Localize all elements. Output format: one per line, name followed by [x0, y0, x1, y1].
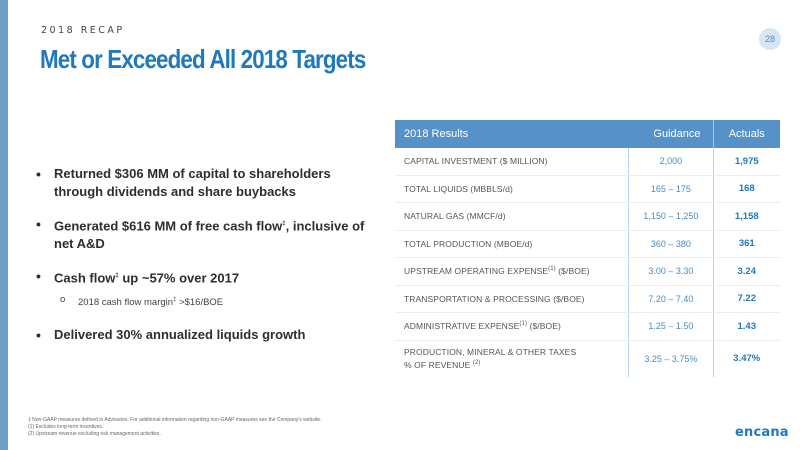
sub-bullet-text: 2018 cash flow margin — [78, 296, 174, 308]
bullet-free-cash-flow: • Generated $616 MM of free cash flow‡, … — [30, 215, 365, 253]
bullet-dot-icon: • — [36, 326, 41, 343]
sub-bullet-text-cont: >$16/BOE — [176, 296, 224, 308]
row-label-line1: PRODUCTION, MINERAL & OTHER TAXES — [404, 346, 577, 357]
table-row: ADMINISTRATIVE EXPENSE(1) ($/BOE) 1.25 –… — [395, 312, 780, 341]
row-label-unit: ($/BOE) — [527, 321, 561, 332]
encana-logo: encana — [735, 425, 789, 440]
row-label: PRODUCTION, MINERAL & OTHER TAXES % OF RE… — [395, 340, 629, 377]
row-actual: 7.22 — [713, 285, 780, 313]
footnote-1: (1) Excludes long-term incentives. — [28, 424, 104, 430]
row-actual: 3.24 — [713, 257, 780, 286]
footnote-marker: (1) — [519, 321, 528, 328]
row-actual: 168 — [713, 175, 780, 203]
page-title: Met or Exceeded All 2018 Targets — [40, 44, 366, 74]
left-accent-bar — [0, 0, 8, 450]
row-guidance: 1,150 – 1,250 — [628, 202, 714, 231]
footnote-2: (2) Upstream revenue excluding risk mana… — [28, 431, 161, 437]
row-guidance: 3.25 – 3.75% — [628, 340, 714, 377]
row-actual: 3.47% — [733, 353, 761, 364]
results-table-container: 2018 Results Guidance Actuals CAPITAL IN… — [395, 120, 780, 377]
highlights-list: • Returned $306 MM of capital to shareho… — [30, 165, 365, 358]
row-guidance: 7.20 – 7.40 — [628, 285, 714, 313]
bullet-dot-icon: • — [36, 268, 41, 285]
row-label-text: UPSTREAM OPERATING EXPENSE — [404, 266, 549, 277]
table-header-row: 2018 Results Guidance Actuals — [395, 120, 780, 148]
row-label: TOTAL LIQUIDS (MBBLS/d) — [395, 175, 629, 203]
bullet-cash-flow: • Cash flow‡ up ~57% over 2017 o 2018 ca… — [30, 267, 365, 311]
row-guidance: 1.25 – 1.50 — [628, 312, 714, 341]
footnote-marker: ‡ — [173, 296, 177, 303]
footnote-marker: (1) — [548, 266, 556, 273]
sub-bullet-cash-flow-margin: o 2018 cash flow margin‡ >$16/BOE — [54, 291, 365, 312]
row-label-text: ADMINISTRATIVE EXPENSE — [404, 321, 520, 332]
bullet-text: Returned $306 MM of capital to sharehold… — [54, 166, 331, 199]
bullet-text: Generated $616 MM of free cash flow — [54, 218, 283, 234]
section-kicker: 2018 RECAP — [41, 25, 125, 36]
footnote-marker: (2) — [472, 359, 481, 366]
row-actual: 1,975 — [713, 148, 780, 176]
bullet-capital-returned: • Returned $306 MM of capital to shareho… — [30, 165, 365, 201]
row-label: TOTAL PRODUCTION (MBOE/d) — [395, 230, 629, 258]
footnote-marker: ‡ — [115, 273, 119, 280]
table-row: NATURAL GAS (MMCF/d) 1,150 – 1,250 1,158 — [395, 202, 780, 231]
row-label-unit: ($/BOE) — [555, 266, 590, 277]
row-actual: 1,158 — [713, 202, 780, 231]
row-label: UPSTREAM OPERATING EXPENSE(1) ($/BOE) — [395, 257, 629, 286]
bullet-text: Delivered 30% annualized liquids growth — [54, 326, 306, 342]
row-label: TRANSPORTATION & PROCESSING ($/BOE) — [395, 285, 629, 313]
row-guidance: 165 – 175 — [628, 175, 714, 203]
row-guidance: 3.00 – 3.30 — [628, 257, 714, 286]
row-guidance: 360 – 380 — [628, 230, 714, 258]
bullet-dot-icon: • — [36, 166, 41, 182]
table-row: UPSTREAM OPERATING EXPENSE(1) ($/BOE) 3.… — [395, 257, 780, 286]
table-row: PRODUCTION, MINERAL & OTHER TAXES % OF RE… — [395, 340, 780, 377]
table-row: CAPITAL INVESTMENT ($ MILLION) 2,000 1,9… — [395, 148, 780, 176]
table-row: TRANSPORTATION & PROCESSING ($/BOE) 7.20… — [395, 285, 780, 313]
bullet-text: Cash flow — [54, 270, 116, 286]
page-number-badge: 28 — [759, 28, 781, 50]
row-actual: 1.43 — [713, 312, 780, 341]
results-table: 2018 Results Guidance Actuals CAPITAL IN… — [395, 120, 780, 377]
column-header-actuals: Actuals — [712, 120, 780, 148]
column-header-results: 2018 Results — [395, 120, 629, 148]
footnotes: ‡ Non-GAAP measures defined in Advisorie… — [28, 417, 388, 438]
table-row: TOTAL PRODUCTION (MBOE/d) 360 – 380 361 — [395, 230, 780, 258]
row-label: ADMINISTRATIVE EXPENSE(1) ($/BOE) — [395, 312, 629, 341]
row-label-line2: % OF REVENUE — [404, 359, 473, 370]
footnote-non-gaap: ‡ Non-GAAP measures defined in Advisorie… — [28, 417, 322, 423]
table-row: TOTAL LIQUIDS (MBBLS/d) 165 – 175 168 — [395, 175, 780, 203]
bullet-text-cont: , inclusive of net A&D — [54, 218, 365, 252]
row-label: CAPITAL INVESTMENT ($ MILLION) — [395, 148, 629, 176]
bullet-liquids-growth: • Delivered 30% annualized liquids growt… — [30, 326, 365, 344]
row-guidance: 2,000 — [628, 148, 714, 176]
footnote-marker: ‡ — [282, 221, 286, 227]
bullet-dot-icon: • — [36, 216, 41, 232]
column-header-guidance: Guidance — [628, 120, 713, 148]
row-actual: 361 — [713, 230, 780, 258]
sub-bullet-circle-icon: o — [60, 293, 66, 305]
bullet-text-cont: up ~57% over 2017 — [118, 270, 240, 286]
row-label: NATURAL GAS (MMCF/d) — [395, 202, 629, 231]
